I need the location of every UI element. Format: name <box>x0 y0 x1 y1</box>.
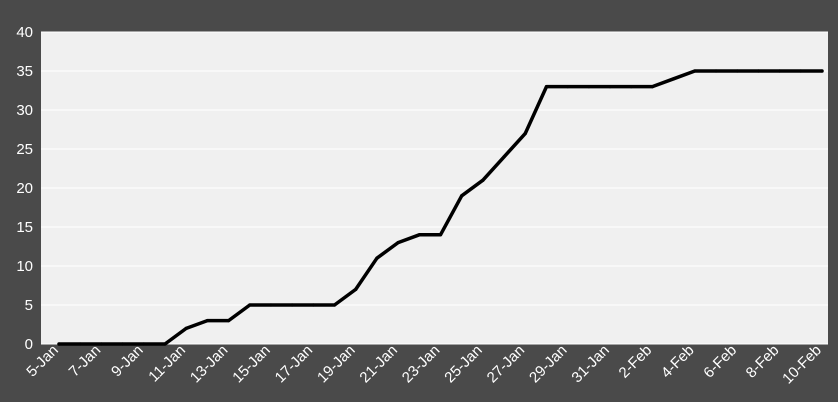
data-point <box>523 131 527 135</box>
data-point <box>502 155 506 159</box>
y-tick-label: 25 <box>16 141 33 158</box>
data-point <box>714 69 718 73</box>
data-point <box>481 178 485 182</box>
data-point <box>417 233 421 237</box>
x-tick-label: 27-Jan <box>484 342 528 386</box>
data-point <box>820 69 824 73</box>
data-point <box>544 85 549 89</box>
x-axis-tick-labels: 5-Jan 7-Jan 9-Jan11-Jan13-Jan15-Jan17-Jan1… <box>23 342 825 388</box>
data-point <box>57 342 61 346</box>
y-tick-label: 15 <box>16 219 33 236</box>
x-tick-label: 8-Feb <box>743 342 783 382</box>
data-point <box>248 303 252 307</box>
x-tick-label: 13-Jan <box>187 342 231 386</box>
gridlines <box>41 31 828 345</box>
data-point <box>799 69 803 73</box>
data-point <box>332 303 337 307</box>
y-tick-label: 10 <box>16 258 33 275</box>
data-point <box>735 69 739 73</box>
y-tick-label: 35 <box>16 63 33 80</box>
data-point <box>120 342 125 346</box>
x-tick-label: 11-Jan <box>145 342 189 386</box>
data-point <box>184 326 188 330</box>
data-point <box>311 303 315 307</box>
y-axis-tick-labels: 0 5 10 15 20 25 30 35 40 <box>16 24 33 353</box>
data-point <box>396 241 400 245</box>
data-point <box>290 303 294 307</box>
x-tick-label: 2-Feb <box>616 342 656 382</box>
data-point <box>375 256 379 260</box>
x-tick-label: 29-Jan <box>526 342 570 386</box>
data-point <box>650 85 655 89</box>
x-tick-label: 23-Jan <box>399 342 443 386</box>
x-tick-label: 7-Jan <box>66 342 105 381</box>
x-tick-label: 10-Feb <box>779 342 825 388</box>
data-point <box>566 85 570 89</box>
x-tick-label: 4-Feb <box>658 342 698 382</box>
data-point <box>226 319 231 323</box>
y-tick-label: 20 <box>16 180 33 197</box>
data-point <box>205 319 209 323</box>
x-tick-label: 31-Jan <box>568 342 612 386</box>
data-point <box>354 287 358 291</box>
x-tick-label: 21-Jan <box>356 342 400 386</box>
data-point <box>142 342 146 346</box>
x-tick-label: 15-Jan <box>229 342 273 386</box>
data-point <box>587 85 591 89</box>
data-point <box>269 303 273 307</box>
data-point <box>163 342 167 346</box>
y-tick-label: 30 <box>16 102 33 119</box>
data-point <box>99 342 103 346</box>
data-point <box>778 69 782 73</box>
y-tick-label: 0 <box>25 336 33 353</box>
x-tick-label: 9-Jan <box>108 342 147 381</box>
x-tick-label: 25-Jan <box>441 342 485 386</box>
data-point <box>608 85 612 89</box>
data-point <box>629 85 633 89</box>
x-tick-label: 6-Feb <box>700 342 740 382</box>
x-tick-label: 17-Jan <box>272 342 316 386</box>
data-point <box>756 69 761 73</box>
y-tick-label: 40 <box>16 24 33 41</box>
data-point <box>438 233 443 237</box>
y-tick-label: 5 <box>25 297 33 314</box>
data-point <box>672 77 676 81</box>
data-point <box>78 342 82 346</box>
x-tick-label: 19-Jan <box>314 342 358 386</box>
data-point <box>460 194 464 198</box>
series-lines <box>57 69 824 346</box>
data-point <box>693 69 697 73</box>
